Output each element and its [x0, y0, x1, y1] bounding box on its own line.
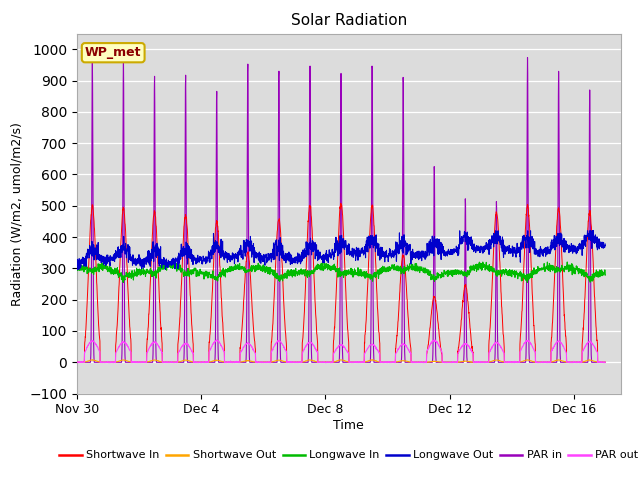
Y-axis label: Radiation (W/m2, umol/m2/s): Radiation (W/m2, umol/m2/s) [10, 121, 24, 306]
Title: Solar Radiation: Solar Radiation [291, 13, 407, 28]
X-axis label: Time: Time [333, 419, 364, 432]
Legend: Shortwave In, Shortwave Out, Longwave In, Longwave Out, PAR in, PAR out: Shortwave In, Shortwave Out, Longwave In… [55, 446, 640, 465]
Text: WP_met: WP_met [85, 46, 141, 59]
